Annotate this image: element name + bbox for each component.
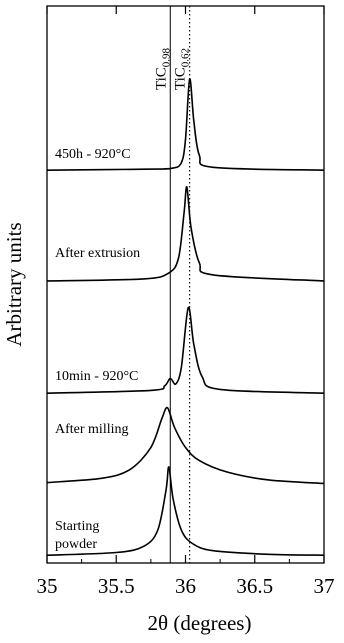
series-labels: 450h - 920°C After extrusion 10min - 920°C… [55, 147, 140, 552]
x-ticks: 35 35.5 36 36.5 37 [37, 6, 335, 598]
x-tick-label-4: 37 [314, 574, 335, 598]
y-axis-label: Arbitrary units [2, 222, 26, 346]
series-curve-0 [46, 78, 325, 171]
series-curve-1 [46, 186, 325, 282]
series-label-4-line-1: powder [55, 537, 97, 552]
x-tick-label-1: 35.5 [98, 574, 135, 598]
reference-line-label-0: TiC0.98 [153, 47, 172, 90]
x-tick-label-0: 35 [37, 574, 58, 598]
x-tick-label-3: 36.5 [236, 574, 273, 598]
series-curve-3 [46, 406, 325, 485]
series-label-0: 450h - 920°C [55, 147, 131, 162]
series-curve-4 [46, 466, 325, 556]
series-label-3: After milling [55, 422, 129, 437]
series-label-1: After extrusion [55, 246, 140, 261]
series-curves [46, 78, 325, 556]
series-label-2: 10min - 920°C [55, 369, 138, 384]
series-curve-2 [46, 306, 325, 394]
x-axis-label: 2θ (degrees) [148, 611, 252, 635]
reference-line-label-1: TiC0.62 [173, 48, 192, 90]
series-label-4-line-0: Starting [55, 519, 99, 534]
x-tick-label-2: 36 [175, 574, 196, 598]
